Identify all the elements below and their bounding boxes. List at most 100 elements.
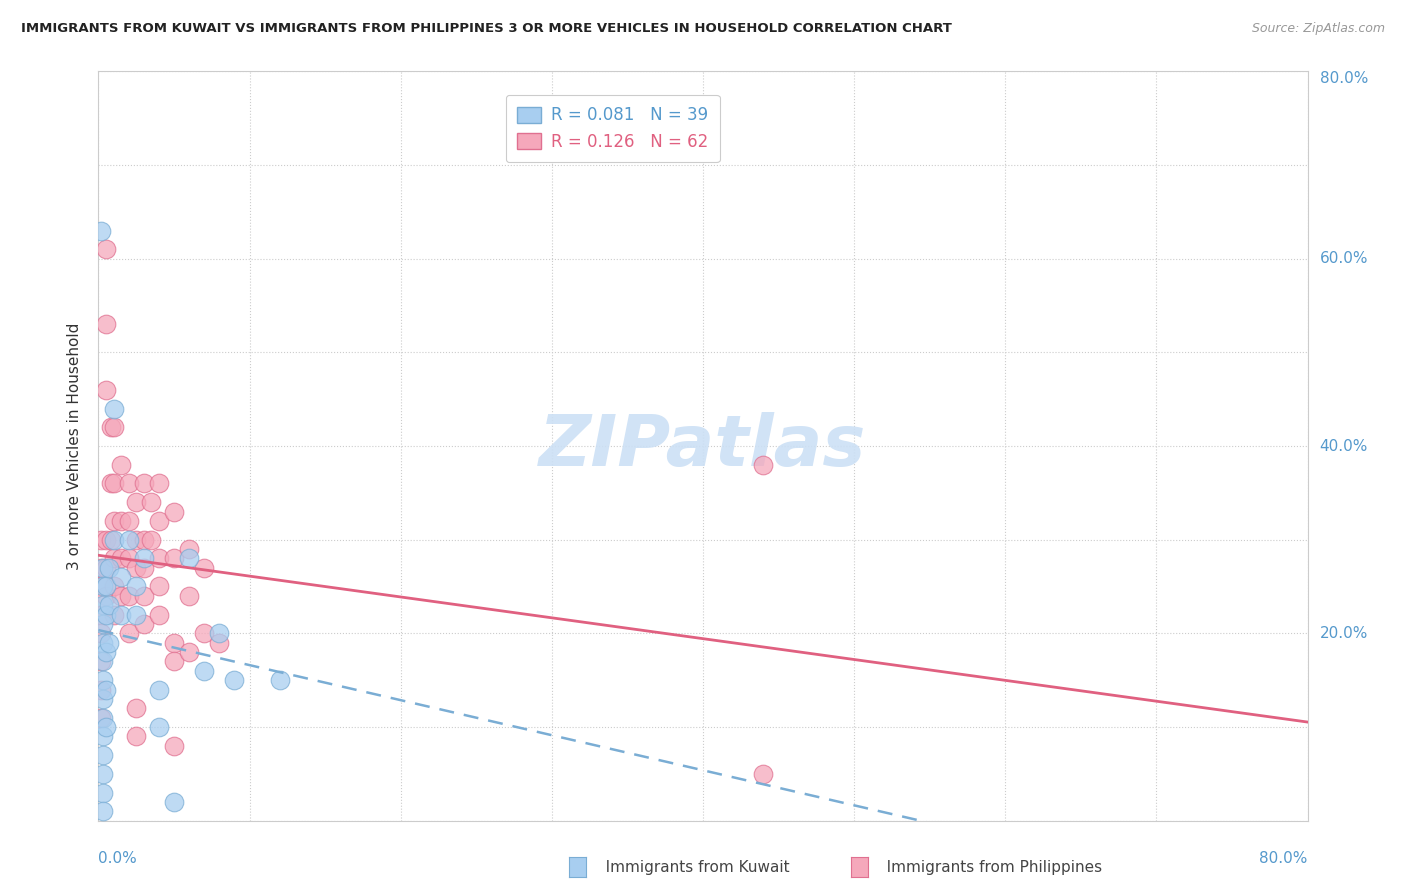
Point	[98, 599, 121, 613]
Point	[163, 655, 186, 669]
Point	[91, 692, 114, 706]
Point	[94, 720, 117, 734]
Point	[90, 223, 112, 237]
Point	[103, 514, 125, 528]
Point	[163, 505, 186, 519]
Point	[94, 580, 117, 594]
Point	[98, 561, 121, 575]
Point	[91, 561, 114, 575]
Point	[94, 383, 117, 397]
Point	[90, 626, 112, 640]
Point	[91, 747, 114, 762]
Point	[752, 458, 775, 472]
Text: 80.0%: 80.0%	[1320, 71, 1368, 87]
Point	[91, 805, 114, 819]
Point	[94, 318, 117, 332]
Text: Immigrants from Philippines: Immigrants from Philippines	[872, 860, 1102, 874]
Point	[110, 589, 132, 603]
Point	[132, 551, 155, 566]
Point	[94, 561, 117, 575]
Point	[103, 533, 125, 547]
Text: 40.0%: 40.0%	[1320, 439, 1368, 453]
Text: 0.0%: 0.0%	[98, 851, 138, 865]
Point	[91, 767, 114, 781]
Point	[269, 673, 291, 688]
Point	[163, 635, 186, 649]
Point	[132, 561, 155, 575]
Point	[91, 580, 114, 594]
Point	[91, 730, 114, 744]
Text: 20.0%: 20.0%	[1320, 626, 1368, 640]
Point	[148, 607, 170, 622]
Point	[118, 551, 141, 566]
Point	[224, 673, 246, 688]
Point	[91, 655, 114, 669]
Point	[125, 533, 148, 547]
Point	[90, 533, 112, 547]
Point	[110, 551, 132, 566]
Point	[132, 617, 155, 632]
Point	[91, 786, 114, 800]
Point	[91, 710, 114, 724]
Point	[110, 458, 132, 472]
Text: 60.0%: 60.0%	[1320, 252, 1368, 266]
Point	[118, 626, 141, 640]
Point	[91, 599, 114, 613]
Point	[90, 580, 112, 594]
Point	[91, 617, 114, 632]
Point	[179, 551, 201, 566]
Point	[103, 420, 125, 434]
Point	[100, 476, 122, 491]
Y-axis label: 3 or more Vehicles in Household: 3 or more Vehicles in Household	[67, 322, 83, 570]
Point	[94, 607, 117, 622]
Point	[752, 767, 775, 781]
Point	[163, 551, 186, 566]
Point	[132, 476, 155, 491]
Point	[208, 635, 231, 649]
Point	[103, 476, 125, 491]
Point	[98, 635, 121, 649]
Point	[148, 476, 170, 491]
Point	[118, 533, 141, 547]
Point	[90, 607, 112, 622]
Point	[103, 607, 125, 622]
Point	[125, 730, 148, 744]
Point	[118, 589, 141, 603]
Point	[118, 514, 141, 528]
Legend: R = 0.081   N = 39, R = 0.126   N = 62: R = 0.081 N = 39, R = 0.126 N = 62	[506, 95, 720, 162]
Point	[118, 476, 141, 491]
Point	[193, 626, 215, 640]
Point	[193, 664, 215, 678]
Point	[91, 673, 114, 688]
Point	[103, 551, 125, 566]
Point	[193, 561, 215, 575]
Text: 80.0%: 80.0%	[1260, 851, 1308, 865]
Text: Immigrants from Kuwait: Immigrants from Kuwait	[591, 860, 789, 874]
Text: IMMIGRANTS FROM KUWAIT VS IMMIGRANTS FROM PHILIPPINES 3 OR MORE VEHICLES IN HOUS: IMMIGRANTS FROM KUWAIT VS IMMIGRANTS FRO…	[21, 22, 952, 36]
Point	[91, 635, 114, 649]
Point	[148, 551, 170, 566]
Point	[132, 533, 155, 547]
Point	[110, 570, 132, 584]
Point	[103, 580, 125, 594]
Point	[103, 401, 125, 416]
Point	[163, 739, 186, 753]
Point	[125, 495, 148, 509]
Point	[148, 580, 170, 594]
Point	[125, 561, 148, 575]
Point	[90, 710, 112, 724]
Point	[179, 589, 201, 603]
Point	[132, 589, 155, 603]
Point	[100, 420, 122, 434]
Text: ZIPatlas: ZIPatlas	[540, 411, 866, 481]
Point	[100, 533, 122, 547]
Point	[90, 655, 112, 669]
Point	[125, 607, 148, 622]
Point	[148, 682, 170, 697]
Point	[110, 607, 132, 622]
Point	[208, 626, 231, 640]
Point	[110, 514, 132, 528]
Text: Source: ZipAtlas.com: Source: ZipAtlas.com	[1251, 22, 1385, 36]
Point	[94, 645, 117, 659]
Point	[125, 580, 148, 594]
